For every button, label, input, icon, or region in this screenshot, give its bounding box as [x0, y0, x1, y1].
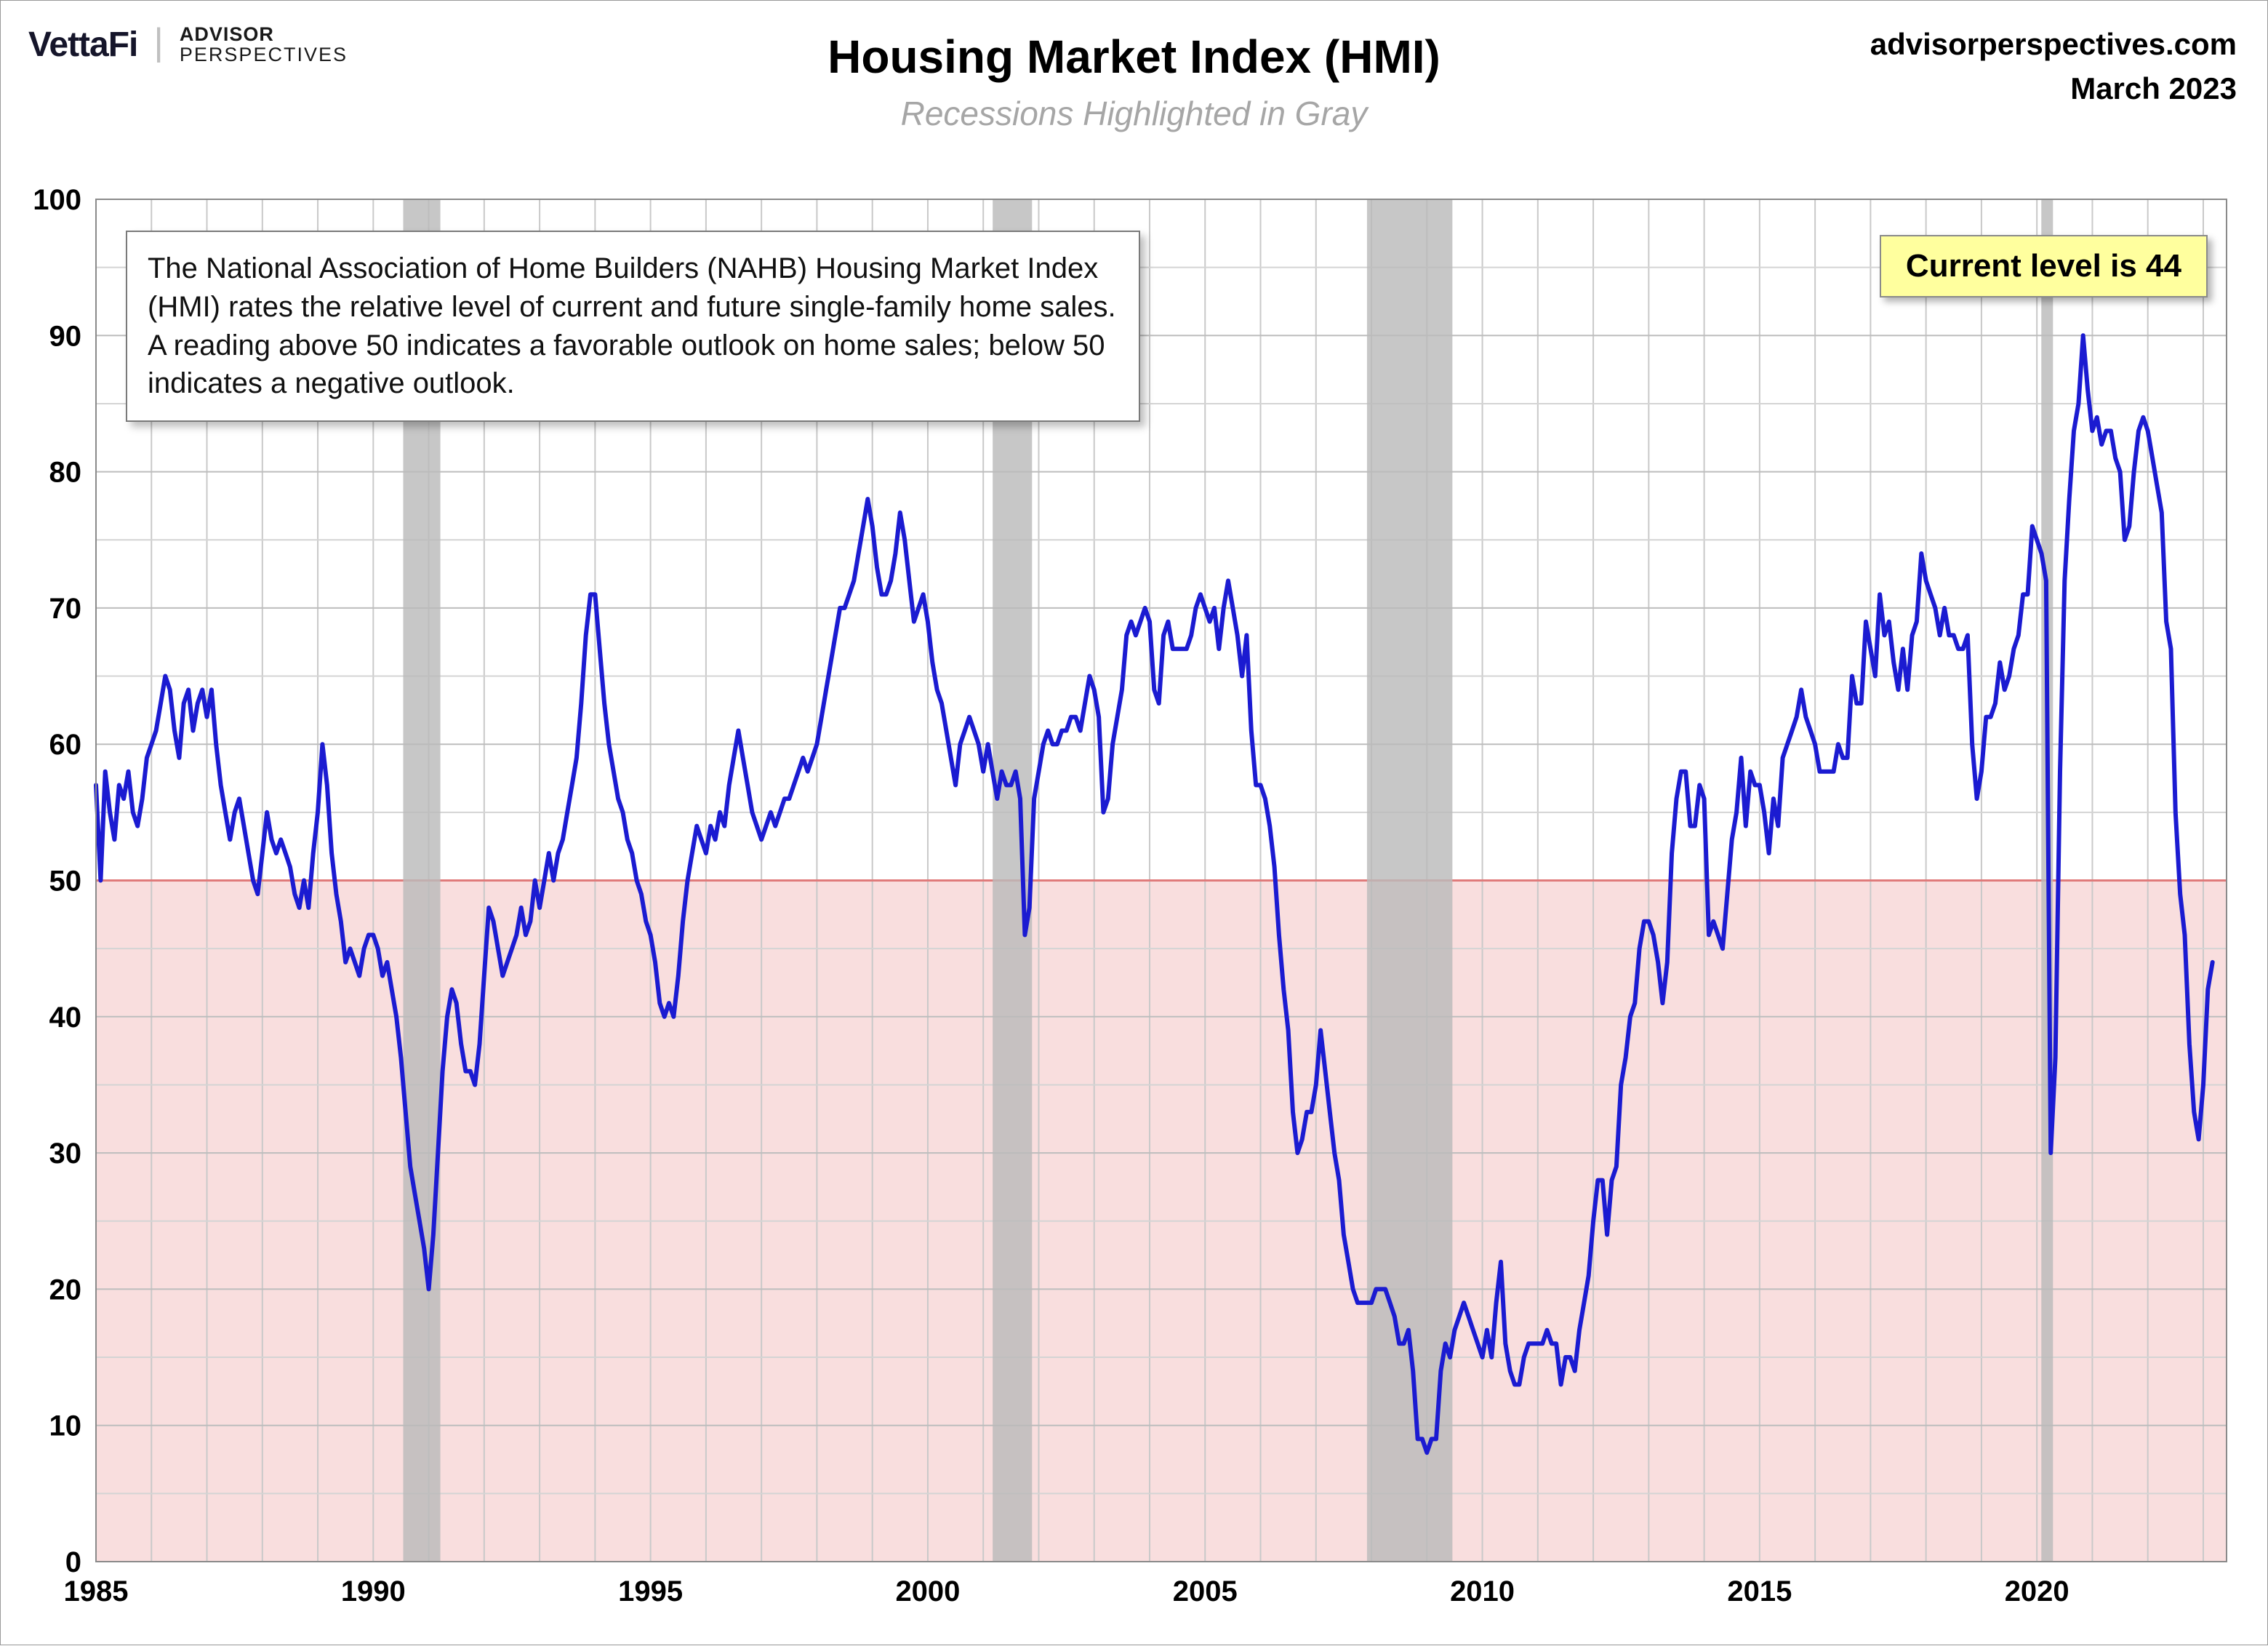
recession-band	[403, 199, 441, 1562]
hmi-line	[94, 333, 2215, 1455]
x-tick-label: 2005	[1173, 1575, 1238, 1607]
source-block: advisorperspectives.com March 2023	[1870, 23, 2237, 111]
y-tick-label: 70	[49, 593, 82, 625]
advisor-logo-line1: ADVISOR	[179, 23, 274, 45]
y-tick-label: 100	[33, 184, 81, 216]
y-tick-label: 50	[49, 866, 82, 898]
x-tick-label: 1990	[341, 1575, 406, 1607]
y-tick-label: 30	[49, 1138, 82, 1170]
brand-logo: VettaFi | ADVISOR PERSPECTIVES	[28, 21, 348, 66]
y-tick-label: 90	[49, 320, 82, 352]
plot-border	[95, 199, 2227, 1562]
x-tick-label: 1985	[64, 1575, 129, 1607]
x-tick-label: 2010	[1450, 1575, 1515, 1607]
vettafi-logo: VettaFi	[28, 25, 138, 64]
recession-band	[993, 199, 1033, 1562]
x-axis-labels: 1985 1990 1995 2000 2005 2010 2015 2020	[64, 1575, 2069, 1607]
x-tick-label: 1995	[618, 1575, 683, 1607]
hmi-description-box: The National Association of Home Builder…	[126, 231, 1140, 423]
y-tick-label: 40	[49, 1002, 82, 1034]
advisor-perspectives-logo: ADVISOR PERSPECTIVES	[179, 23, 348, 65]
x-tick-label: 2015	[1727, 1575, 1792, 1607]
x-tick-label: 2020	[2005, 1575, 2069, 1607]
y-tick-label: 60	[49, 729, 82, 761]
hmi-description-text: The National Association of Home Builder…	[148, 252, 1116, 400]
y-tick-label: 10	[49, 1410, 82, 1442]
source-website: advisorperspectives.com	[1870, 27, 2237, 61]
advisor-logo-line2: PERSPECTIVES	[179, 44, 348, 65]
y-tick-label: 20	[49, 1274, 82, 1306]
current-level-badge: Current level is 44	[1879, 235, 2208, 297]
source-date: March 2023	[2070, 71, 2237, 105]
x-tick-label: 2000	[895, 1575, 960, 1607]
y-axis-labels: 0 10 20 30 40 50 60 70 80 90 100	[33, 184, 81, 1578]
y-tick-label: 80	[49, 457, 82, 489]
brand-separator: |	[153, 21, 164, 63]
current-level-text: Current level is 44	[1905, 248, 2181, 284]
y-tick-label: 0	[65, 1546, 81, 1578]
